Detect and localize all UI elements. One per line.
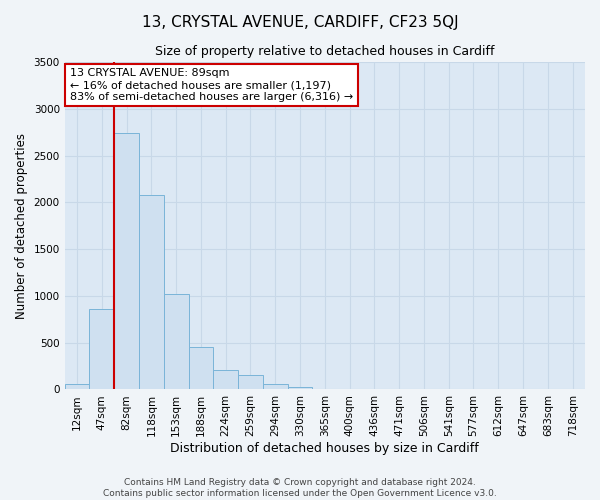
Bar [89, 309, 114, 390]
Bar [188, 347, 214, 390]
Title: Size of property relative to detached houses in Cardiff: Size of property relative to detached ho… [155, 45, 494, 58]
Text: 13 CRYSTAL AVENUE: 89sqm
← 16% of detached houses are smaller (1,197)
83% of sem: 13 CRYSTAL AVENUE: 89sqm ← 16% of detach… [70, 68, 353, 102]
Y-axis label: Number of detached properties: Number of detached properties [15, 132, 28, 318]
Bar [114, 133, 139, 390]
Bar [238, 376, 263, 390]
Text: Contains HM Land Registry data © Crown copyright and database right 2024.
Contai: Contains HM Land Registry data © Crown c… [103, 478, 497, 498]
Bar [139, 195, 164, 390]
X-axis label: Distribution of detached houses by size in Cardiff: Distribution of detached houses by size … [170, 442, 479, 455]
Text: 13, CRYSTAL AVENUE, CARDIFF, CF23 5QJ: 13, CRYSTAL AVENUE, CARDIFF, CF23 5QJ [142, 15, 458, 30]
Bar [313, 388, 337, 390]
Bar [263, 384, 287, 390]
Bar [287, 386, 313, 390]
Bar [65, 384, 89, 390]
Bar [214, 370, 238, 390]
Bar [164, 294, 188, 390]
